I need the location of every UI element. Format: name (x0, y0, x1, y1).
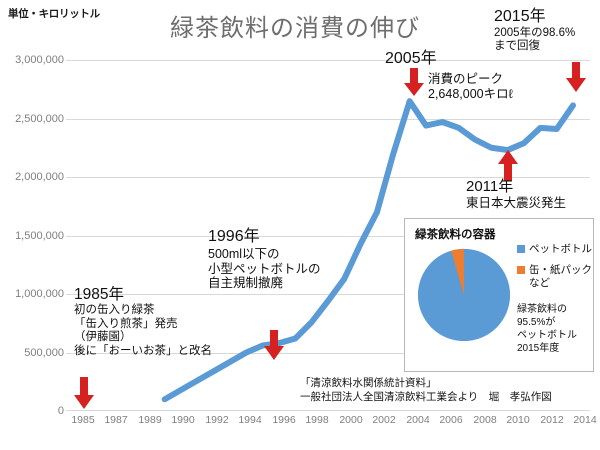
down-arrow-icon (264, 330, 284, 360)
gridline (66, 118, 590, 120)
y-tick-label: 500,000 (24, 346, 64, 359)
pie-slice-can-paper (451, 248, 464, 295)
annotation-1985-line4: 後に「おーいお茶」と改名 (74, 344, 212, 357)
gridline (66, 352, 590, 354)
annotation-2015-line2: まで回復 (494, 40, 540, 53)
down-arrow-icon (404, 68, 424, 96)
annotation-1985-line2: 「缶入り煎茶」発売 (74, 317, 178, 330)
y-tick-label: 1,000,000 (15, 288, 64, 300)
inset-note-line1: 緑茶飲料の (517, 304, 567, 315)
gridline (66, 294, 590, 295)
y-tick-label: 1,500,000 (15, 229, 64, 242)
inset-note: 緑茶飲料の 95.5%が ペットボトル 2015年度 (517, 303, 597, 355)
source-note: 「清涼飲料水関係統計資料」 一般社団法人全国清涼飲料工業会より 堀 孝弘作図 (300, 376, 552, 404)
legend-swatch-icon (517, 245, 525, 253)
pie-legend: ペットボトル 缶・紙パックなど (517, 243, 595, 298)
source-note-line1: 「清涼飲料水関係統計資料」 (300, 377, 437, 389)
unit-label: 単位・キロリットル (8, 8, 100, 20)
gridline (66, 177, 590, 178)
pie-slice-pet-bottle (417, 248, 511, 342)
annotation-2011-year: 2011年 (466, 178, 514, 195)
x-tick-label: 1989 (138, 414, 162, 426)
y-tick-label: 0 (57, 405, 64, 417)
x-tick-label: 2000 (339, 414, 363, 426)
gridline (66, 60, 590, 61)
legend-swatch-icon (517, 266, 525, 275)
annotation-1996-line3: 自主規制撤廃 (208, 276, 284, 291)
annotation-2005: 2005年 (385, 50, 437, 69)
x-tick-label: 1996 (272, 414, 296, 426)
annotation-2005-year: 2005年 (385, 50, 437, 67)
y-tick-label: 3,000,000 (15, 54, 64, 66)
x-tick-label: 2012 (540, 414, 564, 426)
legend-label: ペットボトル (529, 243, 592, 255)
annotation-1996-year: 1996年 (208, 228, 260, 245)
y-axis: 3,000,000 2,500,000 2,000,000 1,500,000 … (0, 54, 64, 417)
annotation-1985-year: 1985年 (74, 286, 124, 303)
y-tick-label: 2,500,000 (15, 112, 64, 125)
annotation-2015-line1: 2005年の98.6% (494, 26, 576, 39)
inset-pie-panel: 緑茶飲料の容器 ペットボトル 缶・紙パックなど 緑茶飲料の 95.5%が ペット… (404, 218, 594, 372)
x-tick-label: 1985 (71, 414, 95, 426)
annotation-2015: 2015年 2005年の98.6% まで回復 (494, 8, 575, 54)
x-tick-label: 1992 (205, 414, 229, 426)
line-series (161, 98, 576, 403)
inset-title: 緑茶飲料の容器 (415, 229, 496, 241)
x-axis: 1985 1987 1989 1990 1992 1994 1996 1998 … (66, 414, 596, 434)
inset-note-line2: 95.5%が (517, 317, 556, 328)
annotation-1985-line3: （伊藤園） (74, 331, 132, 344)
x-tick-label: 2004 (406, 414, 430, 426)
annotation-1985-line1: 初の缶入り緑茶 (74, 304, 155, 317)
pie-chart (417, 248, 511, 342)
annotation-1996: 1996年 500ml以下の 小型ペットボトルの 自主規制撤廃 (208, 228, 321, 291)
annotation-2005-line2: 2,648,000キロℓ (428, 86, 513, 101)
gridline (66, 410, 590, 411)
up-arrow-icon (498, 150, 518, 181)
inset-note-line3: ペットボトル (517, 330, 577, 341)
x-tick-label: 2006 (439, 414, 463, 426)
legend-item: ペットボトル (517, 243, 595, 255)
legend-item: 缶・紙パックなど (517, 264, 595, 289)
annotation-2011: 2011年 東日本大震災発生 (466, 178, 566, 210)
x-tick-label: 1990 (171, 414, 195, 426)
x-tick-label: 1994 (238, 414, 262, 426)
legend-label: 缶・紙パックなど (529, 264, 592, 289)
annotation-2005-line1: 消費のピーク (428, 72, 504, 86)
x-tick-label: 2014 (573, 414, 597, 426)
source-note-line2: 一般社団法人全国清涼飲料工業会より 堀 孝弘作図 (300, 391, 552, 404)
annotation-1996-line1: 500ml以下の (208, 246, 280, 261)
annotation-1996-line2: 小型ペットボトルの (208, 261, 321, 276)
page-title: 緑茶飲料の消費の伸び (170, 15, 420, 42)
x-tick-label: 1998 (305, 414, 329, 426)
annotation-2011-line1: 東日本大震災発生 (466, 195, 567, 210)
annotation-2005-body: 消費のピーク 2,648,000キロℓ (428, 72, 513, 102)
y-tick-label: 2,000,000 (15, 171, 64, 183)
down-arrow-icon (566, 62, 586, 92)
x-tick-label: 2010 (506, 414, 530, 426)
x-tick-label: 2002 (372, 414, 396, 426)
x-tick-label: 2008 (473, 414, 497, 426)
x-tick-label: 1987 (104, 414, 128, 426)
inset-note-line4: 2015年度 (517, 343, 560, 354)
plot-area (66, 60, 590, 411)
down-arrow-icon (74, 377, 94, 409)
annotation-1985: 1985年 初の缶入り緑茶 「缶入り煎茶」発売 （伊藤園） 後に「おーいお茶」と… (74, 286, 212, 359)
gridline (66, 235, 590, 237)
annotation-2015-year: 2015年 (494, 8, 546, 25)
